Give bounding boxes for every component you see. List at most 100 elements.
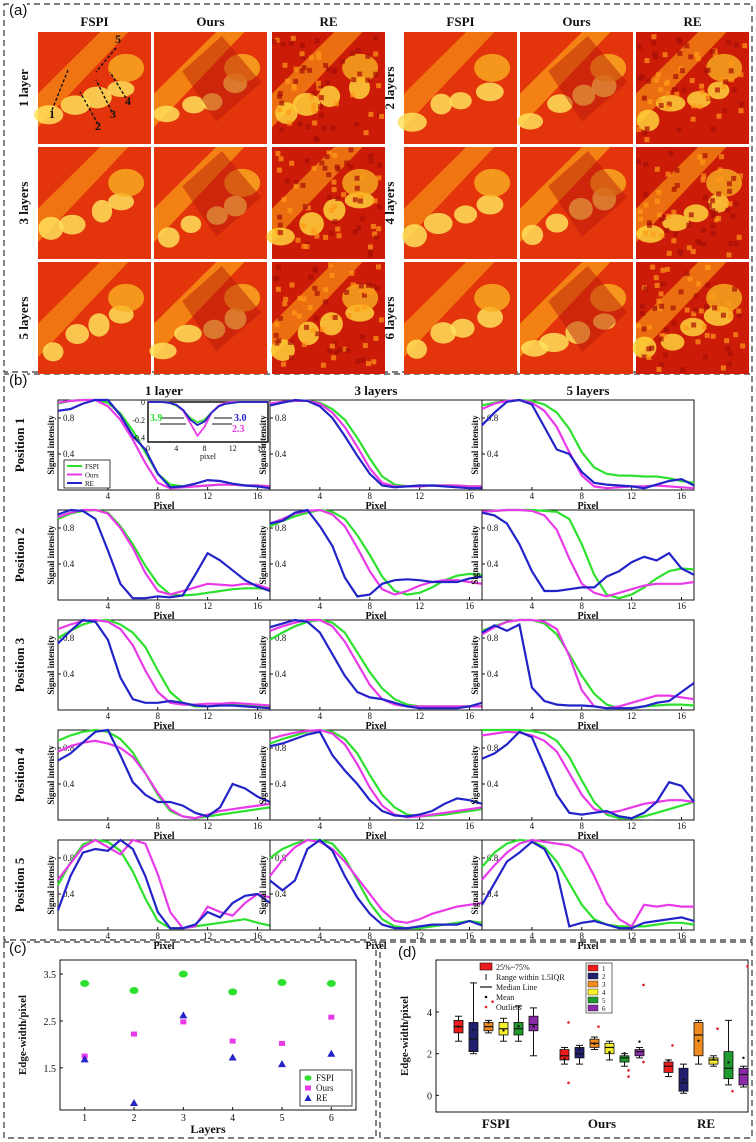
- box-group-label-ours: Ours: [588, 1116, 616, 1131]
- tile-noise: [646, 222, 652, 228]
- tile-noise: [359, 174, 365, 180]
- y-tick-label: 0.8: [487, 633, 499, 643]
- tile-blob: [402, 224, 427, 248]
- tile-noise: [354, 175, 360, 181]
- tile-band: [154, 147, 245, 243]
- tile-noise: [358, 198, 364, 204]
- tile-noise: [312, 108, 318, 114]
- tile-noise: [371, 359, 377, 365]
- tile-blob: [342, 53, 379, 82]
- tile-blob: [202, 93, 223, 111]
- panel-d-frame: [379, 941, 753, 1139]
- tile-noise: [652, 305, 658, 311]
- tile-noise: [315, 331, 321, 337]
- series-line-re: [269, 508, 483, 598]
- tile-noise: [348, 164, 354, 170]
- y-tick-label: 0.4: [275, 889, 287, 899]
- tile-noise: [316, 51, 322, 57]
- box-layer-label-3: 3: [602, 981, 606, 989]
- box-mean: [638, 1040, 641, 1043]
- tile-noise: [293, 78, 299, 84]
- tile-blob: [423, 212, 453, 235]
- tile-noise: [287, 339, 293, 345]
- tile-blob: [545, 213, 569, 233]
- tile-noise: [290, 35, 296, 41]
- tile-noise: [285, 78, 291, 84]
- inset-x-label: pixel: [200, 452, 217, 461]
- x-tick-label: 12: [415, 821, 424, 831]
- tile-noise: [352, 197, 358, 203]
- tile-noise: [637, 44, 643, 50]
- plot-1-2: 4 8 12 16 0.8 0.4 Pixel Signal intensity: [258, 398, 483, 512]
- tile-noise: [701, 323, 707, 329]
- tile-band: [272, 262, 363, 358]
- x-axis-label: Pixel: [153, 501, 174, 512]
- tile-noise: [646, 346, 652, 352]
- y-axis-label: Signal intensity: [46, 525, 56, 585]
- tile-noise: [664, 227, 670, 233]
- x-tick-label: 16: [677, 491, 687, 501]
- tile-noise: [312, 285, 318, 291]
- tile-shadow: [548, 151, 628, 237]
- tile-noise: [335, 226, 341, 232]
- tile-noise: [700, 227, 706, 233]
- box-re-1: [663, 1044, 674, 1078]
- tile-blob: [42, 342, 64, 362]
- tile-noise: [276, 107, 282, 113]
- tile-noise: [346, 313, 352, 319]
- tile-noise: [728, 241, 734, 247]
- tile-noise: [376, 175, 382, 181]
- plot-3-1: 4 8 12 16 0.8 0.4 Pixel Signal intensity: [46, 618, 271, 732]
- tile-noise: [681, 87, 687, 93]
- tile-noise: [279, 100, 285, 106]
- tile-noise: [368, 158, 374, 164]
- tile-noise: [654, 166, 660, 172]
- tile-noise: [710, 223, 716, 229]
- box-mean: [697, 1039, 700, 1042]
- box-mean: [593, 1042, 596, 1045]
- scatter-point-fspi: [228, 988, 238, 996]
- y-tick-label: 0.8: [275, 853, 287, 863]
- panel-d-label: (d): [398, 944, 417, 961]
- scatter-point-ours: [180, 1019, 187, 1025]
- tile-noise: [637, 75, 643, 81]
- tile-noise: [710, 230, 716, 236]
- tile-1-1: [33, 32, 151, 144]
- plot-axes: [57, 839, 271, 931]
- box-body: [574, 1047, 585, 1059]
- tile-noise: [331, 69, 337, 75]
- tile-noise: [671, 238, 677, 244]
- tile-noise: [351, 77, 357, 83]
- tile-blob: [474, 283, 511, 312]
- row-title-5: Position 5: [12, 857, 27, 912]
- tile-noise: [304, 158, 310, 164]
- x-tick-label: 4: [530, 821, 535, 831]
- tile-noise: [665, 91, 671, 97]
- tile-noise: [320, 327, 326, 333]
- y-tick-label: 0.8: [487, 413, 499, 423]
- tile-band: [520, 32, 611, 128]
- tile-blob: [91, 199, 113, 223]
- tile-noise: [284, 178, 290, 184]
- tile-noise: [376, 162, 382, 168]
- y-tick-label: 0.4: [487, 449, 499, 459]
- box-mean: [502, 1029, 505, 1032]
- tile-noise: [673, 231, 679, 237]
- box-layer-label-5: 5: [602, 997, 606, 1005]
- series-line-ours: [269, 838, 483, 924]
- tile-blob: [474, 53, 511, 82]
- scatter-point-re: [130, 1098, 138, 1106]
- tile-noise: [693, 293, 699, 299]
- tile-noise: [716, 191, 722, 197]
- tile-band: [38, 32, 129, 128]
- plot-1-3: 4 8 12 16 0.8 0.4 Pixel Signal intensity: [470, 398, 695, 512]
- x-tick-label: 8: [580, 931, 585, 941]
- y-axis-label: Signal intensity: [470, 855, 480, 915]
- box-group-label-fspi: FSPI: [482, 1116, 510, 1131]
- tile-noise: [328, 262, 334, 268]
- row-label-4: 4 layers: [382, 182, 397, 225]
- tile-noise: [338, 347, 344, 353]
- inset-y-tick-label: 0: [141, 398, 145, 407]
- tile-noise: [732, 286, 738, 292]
- tile-blob: [590, 168, 627, 197]
